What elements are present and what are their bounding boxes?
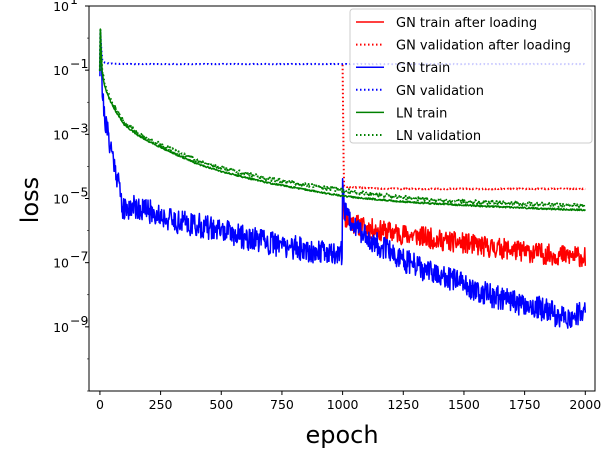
- x-tick-label: 2000: [569, 397, 601, 412]
- y-axis-title: loss: [16, 177, 44, 223]
- y-tick-label: 10: [53, 127, 69, 142]
- legend-label: LN validation: [396, 129, 481, 144]
- gn-validation-after-loading-line: [341, 64, 586, 191]
- y-tick-exponent: −5: [70, 185, 88, 200]
- x-tick-label: 500: [209, 397, 233, 412]
- x-tick-label: 1250: [387, 397, 419, 412]
- legend: GN train after loading GN validation afte…: [349, 8, 593, 144]
- plot-area: [88, 5, 596, 392]
- x-axis-title: epoch: [305, 421, 378, 449]
- legend-label: LN train: [396, 106, 447, 121]
- gn-validation-line: [98, 31, 586, 71]
- y-tick-label: 10: [53, 0, 69, 14]
- y-tick-label: 10: [53, 192, 69, 207]
- x-tick-label: 750: [270, 397, 294, 412]
- ln-train-line: [99, 28, 586, 212]
- x-tick-label: 1750: [509, 397, 541, 412]
- gn-train-line: [99, 29, 587, 329]
- y-tick-exponent: −1: [70, 56, 88, 71]
- y-axis: 10−910−710−510−310−1101: [53, 0, 89, 392]
- y-tick-label: 10: [53, 320, 69, 335]
- legend-label: GN validation: [396, 84, 484, 99]
- y-tick-exponent: −3: [70, 120, 88, 135]
- legend-box: [349, 8, 593, 144]
- gn-train-after-loading-line: [341, 186, 587, 268]
- legend-label: GN train after loading: [396, 16, 537, 31]
- x-tick-label: 0: [96, 397, 104, 412]
- y-tick-exponent: −9: [70, 313, 88, 328]
- y-tick-exponent: 1: [70, 0, 78, 7]
- x-tick-label: 1000: [327, 397, 359, 412]
- series-layer: [98, 28, 587, 329]
- legend-label: GN validation after loading: [396, 39, 571, 54]
- y-tick-label: 10: [53, 256, 69, 271]
- x-tick-label: 250: [149, 397, 173, 412]
- y-tick-exponent: −7: [70, 249, 88, 264]
- legend-label: GN train: [396, 61, 450, 76]
- y-tick-label: 10: [53, 63, 69, 78]
- x-tick-label: 1500: [448, 397, 480, 412]
- x-axis: 0 250 500 750 1000 1250 1500 1750 2000: [96, 391, 601, 412]
